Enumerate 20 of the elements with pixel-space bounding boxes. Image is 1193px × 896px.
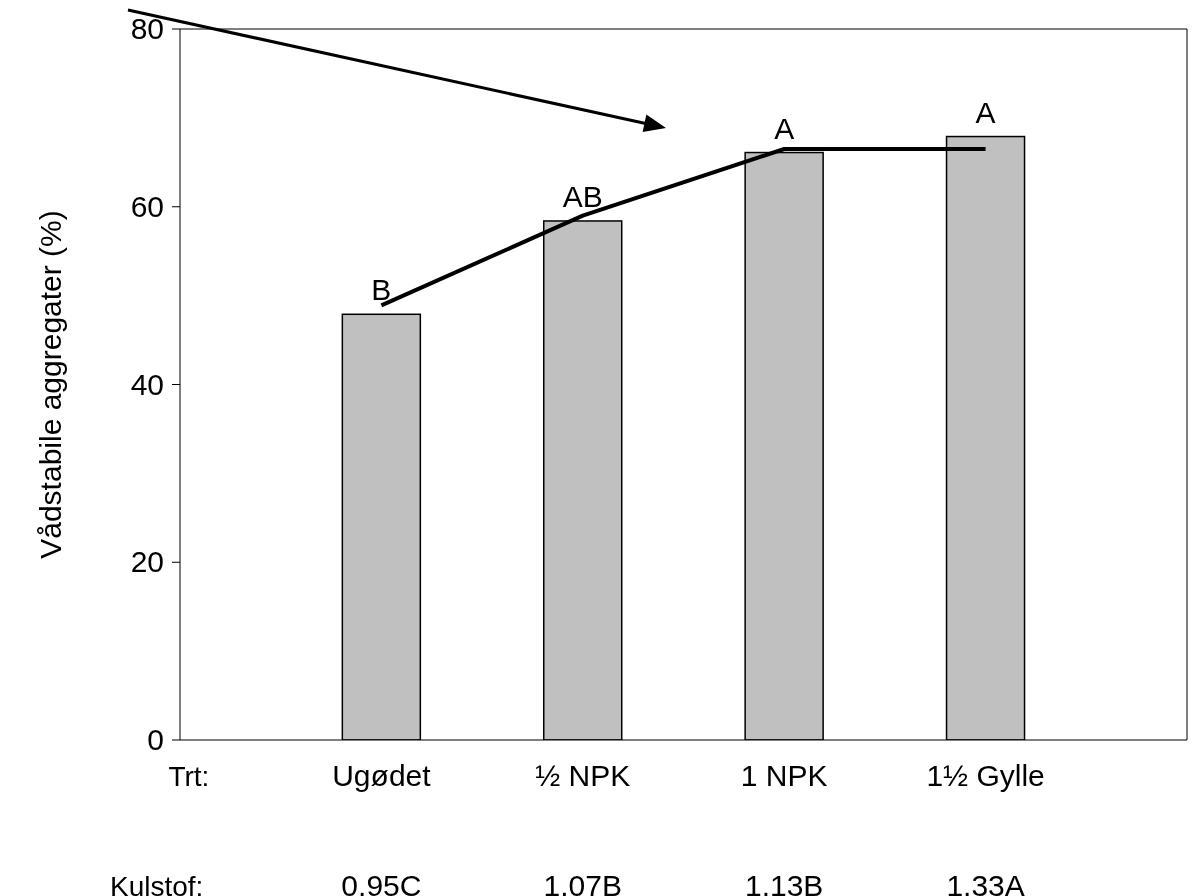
text: 1.07B (543, 869, 622, 896)
y-tick-label: 20 (130, 545, 164, 579)
text: Kulstof: (110, 871, 204, 896)
y-tick-label: 60 (130, 189, 164, 223)
x-tick-label: 1½ Gylle (926, 759, 1045, 792)
data-label: AB (562, 179, 603, 213)
y-tick-label: 0 (147, 723, 164, 756)
text: 1.33A (946, 869, 1025, 896)
data-label: B (371, 273, 392, 307)
x-tick-label: Ugødet (332, 759, 432, 792)
text: Trt: (168, 761, 210, 792)
data-label: A (975, 95, 996, 129)
y-tick-label: 80 (130, 12, 164, 45)
x-tick-label: 1 NPK (740, 759, 828, 792)
text: 0.95C (341, 869, 422, 896)
y-axis-title: Vådstabile aggregater (%) (33, 210, 67, 559)
y-tick-label: 40 (130, 367, 164, 401)
data-label: A (774, 111, 795, 145)
text: 1.13B (745, 869, 824, 896)
x-tick-label: ½ NPK (535, 759, 631, 792)
